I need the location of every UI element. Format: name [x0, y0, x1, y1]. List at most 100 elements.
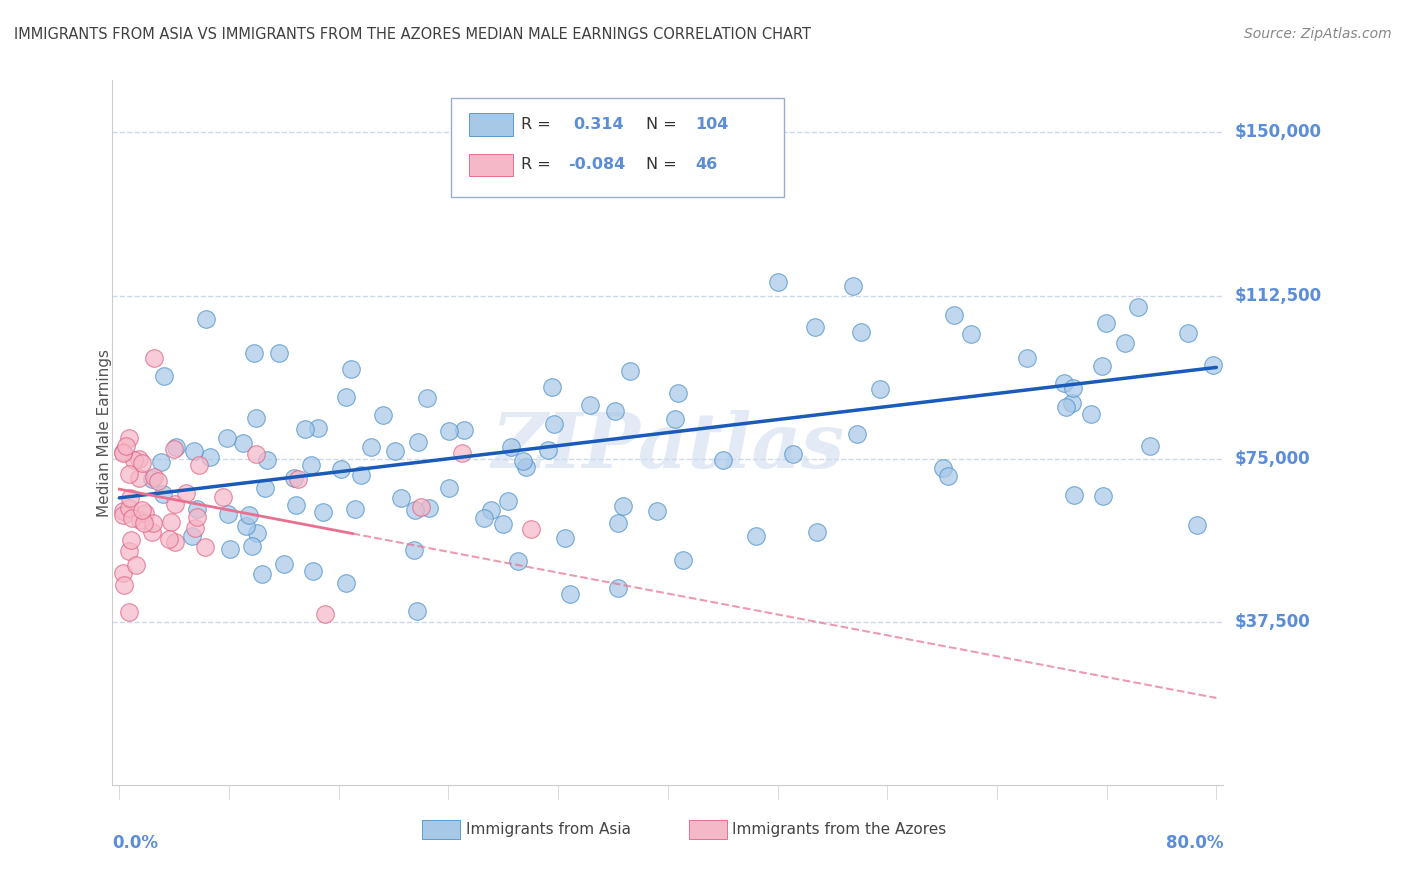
Point — [782, 447, 804, 461]
Point — [194, 311, 217, 326]
Point — [194, 540, 217, 554]
Text: 0.0%: 0.0% — [112, 834, 159, 852]
Point — [936, 469, 959, 483]
Text: $150,000: $150,000 — [1234, 123, 1322, 142]
Point — [188, 458, 211, 473]
Point — [1202, 358, 1225, 372]
Text: 104: 104 — [696, 117, 728, 132]
Point — [150, 455, 173, 469]
Point — [472, 510, 495, 524]
Point — [418, 500, 440, 515]
Point — [131, 456, 153, 470]
Point — [942, 309, 965, 323]
Point — [307, 421, 329, 435]
Point — [157, 532, 180, 546]
Point — [453, 423, 475, 437]
Point — [406, 604, 429, 618]
Point — [499, 440, 522, 454]
Point — [267, 346, 290, 360]
Point — [183, 444, 205, 458]
Point — [115, 439, 138, 453]
Point — [543, 417, 565, 431]
Point — [284, 498, 307, 512]
Point — [314, 607, 336, 622]
Point — [1139, 439, 1161, 453]
Point — [439, 481, 461, 495]
Point — [142, 469, 165, 483]
Point — [1017, 351, 1039, 366]
Point — [273, 557, 295, 571]
Point — [283, 471, 305, 485]
Point — [496, 494, 519, 508]
Point — [312, 506, 335, 520]
Point — [645, 504, 668, 518]
Text: R =: R = — [522, 157, 551, 172]
Point — [245, 411, 267, 425]
Point — [666, 386, 689, 401]
FancyBboxPatch shape — [470, 113, 513, 136]
Point — [112, 508, 135, 522]
Point — [804, 320, 827, 334]
Point — [256, 452, 278, 467]
Point — [389, 491, 412, 506]
Point — [404, 543, 426, 558]
Point — [1187, 517, 1209, 532]
Point — [198, 450, 221, 465]
Point — [124, 452, 146, 467]
Point — [869, 383, 891, 397]
FancyBboxPatch shape — [422, 821, 460, 838]
Point — [253, 481, 276, 495]
Point — [554, 531, 576, 545]
Text: -0.084: -0.084 — [568, 157, 626, 172]
Point — [152, 369, 174, 384]
FancyBboxPatch shape — [470, 153, 513, 176]
Point — [404, 502, 426, 516]
FancyBboxPatch shape — [451, 98, 785, 196]
Point — [180, 529, 202, 543]
Text: 0.314: 0.314 — [574, 117, 624, 132]
Point — [806, 525, 828, 540]
Point — [329, 462, 352, 476]
Point — [160, 515, 183, 529]
Point — [1080, 408, 1102, 422]
Text: R =: R = — [522, 117, 551, 132]
Point — [143, 351, 166, 366]
Point — [371, 408, 394, 422]
Point — [1062, 381, 1084, 395]
Point — [408, 435, 430, 450]
Point — [125, 558, 148, 572]
Point — [492, 517, 515, 532]
Text: N =: N = — [645, 117, 676, 132]
Point — [134, 516, 156, 530]
Point — [215, 431, 238, 445]
Point — [606, 516, 628, 531]
Point — [186, 501, 208, 516]
Point — [603, 404, 626, 418]
Point — [1053, 376, 1076, 390]
Point — [409, 500, 432, 515]
Text: $112,500: $112,500 — [1234, 286, 1322, 304]
Point — [118, 467, 141, 482]
Point — [112, 444, 135, 458]
Y-axis label: Median Male Earnings: Median Male Earnings — [97, 349, 111, 516]
Point — [142, 516, 165, 530]
Point — [117, 431, 139, 445]
Point — [479, 503, 502, 517]
Point — [238, 508, 260, 522]
Text: 80.0%: 80.0% — [1166, 834, 1223, 852]
Point — [141, 472, 163, 486]
Point — [664, 412, 686, 426]
Text: ZIPatlas: ZIPatlas — [491, 409, 845, 483]
Point — [579, 398, 602, 412]
Point — [141, 524, 163, 539]
Point — [118, 544, 141, 558]
Point — [558, 587, 581, 601]
Text: $75,000: $75,000 — [1234, 450, 1310, 467]
Text: Source: ZipAtlas.com: Source: ZipAtlas.com — [1244, 27, 1392, 41]
Point — [1062, 396, 1084, 410]
Point — [512, 453, 534, 467]
Point — [849, 325, 872, 339]
Point — [766, 275, 789, 289]
FancyBboxPatch shape — [689, 821, 727, 838]
Text: Immigrants from the Azores: Immigrants from the Azores — [733, 822, 946, 837]
